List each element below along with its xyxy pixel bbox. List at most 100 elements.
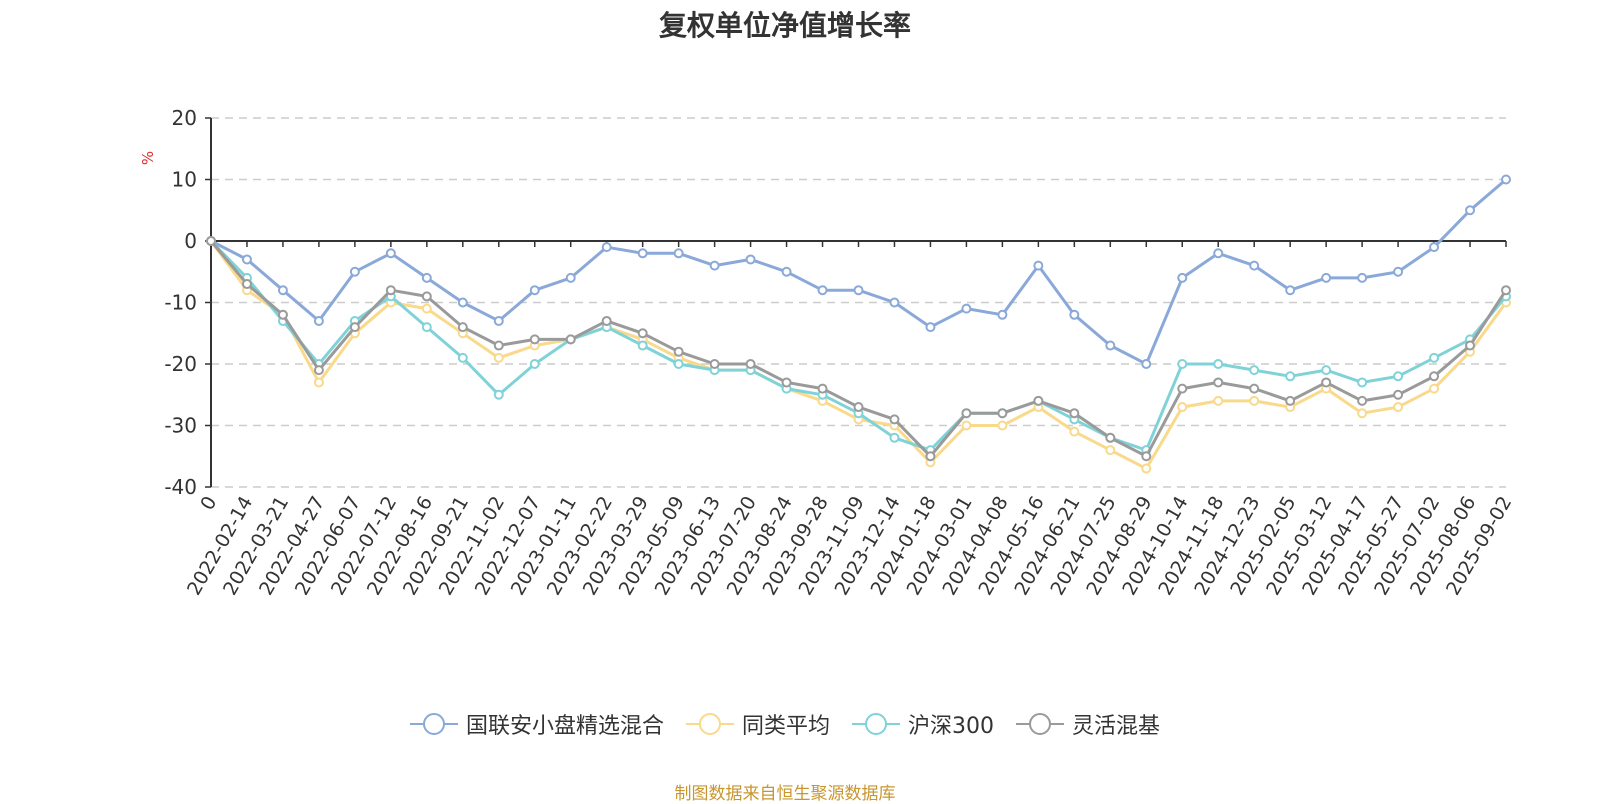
data-point — [349, 322, 360, 333]
legend-item[interactable]: 同类平均 — [685, 708, 830, 740]
series-1 — [206, 236, 1511, 474]
y-tick-label: -30 — [164, 414, 197, 438]
data-point — [1429, 371, 1440, 382]
legend-item[interactable]: 灵活混基 — [1016, 708, 1160, 740]
y-tick-label: -10 — [164, 291, 197, 315]
data-point — [1465, 205, 1476, 216]
data-point — [1105, 445, 1116, 456]
data-point — [457, 297, 468, 308]
legend-item[interactable]: 国联安小盘精选混合 — [409, 708, 664, 740]
data-point — [997, 420, 1008, 431]
data-point — [1321, 377, 1332, 388]
legend: 国联安小盘精选混合 同类平均 沪深300 灵活混基 — [0, 708, 1570, 740]
data-point — [601, 315, 612, 326]
data-point — [1213, 395, 1224, 406]
data-point — [206, 236, 216, 246]
data-point — [637, 328, 648, 339]
series-3 — [206, 236, 1511, 462]
data-point — [1177, 272, 1188, 283]
data-point — [529, 359, 540, 369]
data-point — [961, 303, 972, 314]
data-point — [1501, 174, 1511, 185]
data-point — [853, 402, 864, 413]
data-point — [1141, 359, 1152, 369]
data-point — [313, 315, 324, 326]
data-point — [421, 291, 432, 302]
data-point — [385, 285, 396, 296]
legend-swatch-icon — [852, 713, 900, 735]
data-point — [673, 248, 684, 259]
data-point — [1213, 248, 1224, 259]
data-point — [745, 254, 756, 265]
data-point — [565, 334, 576, 345]
data-point — [493, 340, 504, 351]
data-point — [529, 334, 540, 345]
data-point — [1105, 340, 1116, 351]
data-point — [1069, 426, 1080, 437]
data-point — [925, 451, 936, 462]
legend-item[interactable]: 沪深300 — [852, 708, 994, 740]
data-point — [385, 248, 396, 259]
data-point — [745, 359, 756, 369]
series-line — [210, 178, 1507, 366]
data-point — [493, 352, 504, 363]
data-point — [313, 365, 324, 376]
data-point — [961, 408, 972, 419]
data-point — [601, 242, 612, 253]
data-point — [1249, 260, 1260, 271]
data-point — [457, 322, 468, 333]
data-point — [889, 297, 900, 308]
data-point — [1357, 408, 1368, 419]
data-point — [781, 266, 792, 277]
source-note: 制图数据来自恒生聚源数据库 — [674, 784, 896, 804]
data-point — [313, 377, 324, 388]
data-point — [1141, 451, 1152, 462]
data-point — [1285, 285, 1296, 296]
y-tick-label: 10 — [172, 168, 197, 192]
data-point — [1357, 272, 1368, 283]
legend-swatch-icon — [685, 713, 734, 735]
data-point — [493, 389, 504, 400]
data-point — [1429, 352, 1440, 363]
data-point — [1501, 285, 1511, 296]
data-point — [817, 383, 828, 394]
legend-label: 国联安小盘精选混合 — [465, 714, 664, 739]
data-point — [1177, 383, 1188, 394]
data-point — [1393, 389, 1404, 400]
data-point — [457, 352, 468, 363]
series-0 — [206, 174, 1511, 369]
data-point — [1429, 242, 1440, 253]
data-point — [421, 303, 432, 314]
data-point — [1465, 340, 1476, 351]
data-point — [673, 346, 684, 357]
chart-title: 复权单位净值增长率 — [658, 9, 911, 42]
legend-label: 沪深300 — [908, 714, 994, 739]
data-point — [673, 359, 684, 369]
data-point — [1285, 371, 1296, 382]
data-point — [637, 340, 648, 351]
data-point — [1141, 463, 1152, 474]
legend-label: 同类平均 — [741, 714, 830, 739]
data-point — [1393, 371, 1404, 382]
data-point — [1069, 408, 1080, 419]
data-point — [565, 272, 576, 283]
data-point — [493, 315, 504, 326]
data-point — [1321, 272, 1332, 283]
series-lines — [206, 174, 1511, 474]
data-point — [529, 285, 540, 296]
grid-lines — [211, 117, 1506, 488]
data-point — [1357, 377, 1368, 388]
data-point — [1285, 395, 1296, 406]
data-point — [1177, 402, 1188, 413]
data-point — [997, 309, 1008, 320]
data-point — [889, 432, 900, 443]
data-point — [349, 266, 360, 277]
data-point — [1357, 395, 1368, 406]
data-point — [1033, 395, 1044, 406]
y-tick-label: -40 — [164, 475, 197, 499]
data-point — [1393, 402, 1404, 413]
data-point — [1033, 260, 1044, 271]
data-point — [241, 254, 252, 265]
y-tick-label: 20 — [172, 106, 197, 130]
